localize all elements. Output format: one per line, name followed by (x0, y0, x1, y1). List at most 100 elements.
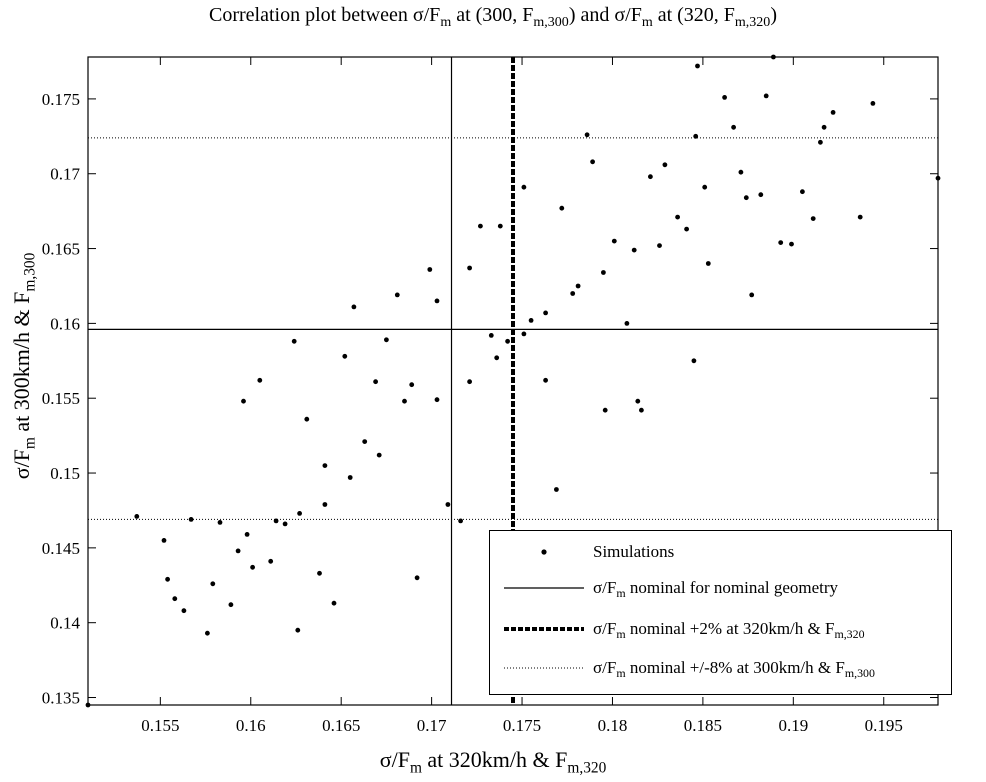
data-point (818, 139, 823, 145)
y-tick-label: 0.175 (42, 90, 80, 109)
data-point (648, 174, 653, 180)
data-point (467, 379, 472, 385)
data-point (351, 304, 357, 310)
data-point (241, 398, 246, 404)
legend-dotted-line (504, 667, 584, 669)
data-point (273, 518, 279, 524)
y-tick-label: 0.155 (42, 389, 80, 408)
data-point (693, 133, 699, 139)
legend-item-pm8: σ/Fm nominal +/-8% at 300km/h & Fm,300 (490, 651, 951, 685)
x-tick-label: 0.17 (417, 716, 447, 735)
data-point (295, 627, 301, 633)
plot-frame (87, 56, 939, 706)
data-point (722, 95, 727, 100)
data-point (347, 475, 353, 480)
data-point (384, 337, 389, 343)
y-tick-label: 0.17 (50, 165, 80, 184)
data-point (675, 214, 680, 220)
data-point (235, 548, 241, 554)
data-point (161, 538, 167, 543)
data-point (322, 502, 328, 507)
data-point (758, 192, 764, 198)
data-point (554, 487, 559, 492)
data-point (521, 331, 527, 337)
legend-dot-marker (541, 549, 547, 555)
data-point (505, 338, 510, 344)
x-tick-label: 0.175 (503, 716, 541, 735)
data-point (639, 407, 644, 413)
data-point (830, 110, 836, 115)
data-point (738, 169, 744, 175)
data-point (870, 101, 876, 106)
data-point (362, 439, 368, 444)
data-point (731, 124, 736, 130)
data-point (584, 132, 590, 138)
scatter-points (85, 54, 941, 708)
x-tick-label: 0.195 (865, 716, 903, 735)
data-point (857, 214, 863, 220)
data-point (631, 247, 637, 253)
legend-solid-line (504, 587, 584, 589)
data-point (188, 517, 194, 522)
data-point (409, 382, 415, 388)
data-point (228, 602, 234, 608)
chart-legend: Simulations σ/Fm nominal for nominal geo… (489, 530, 952, 695)
y-tick-label: 0.14 (50, 614, 80, 633)
data-point (317, 570, 322, 576)
data-point (172, 596, 178, 602)
data-point (749, 292, 755, 298)
data-point (684, 226, 689, 232)
data-point (250, 564, 256, 570)
data-point (821, 124, 827, 130)
data-point (702, 184, 708, 190)
legend-dashed-line (504, 627, 584, 631)
data-point (559, 205, 565, 211)
x-tick-label: 0.16 (236, 716, 266, 735)
data-point (342, 353, 348, 359)
data-point (543, 310, 548, 316)
chart-title: Correlation plot between σ/Fm at (300, F… (209, 4, 777, 30)
data-point (291, 338, 297, 344)
data-point (282, 521, 288, 527)
x-tick-label: 0.155 (141, 716, 179, 735)
y-tick-label: 0.145 (42, 539, 80, 558)
data-point (800, 189, 805, 195)
data-point (601, 270, 606, 275)
legend-item-simulations: Simulations (490, 535, 951, 569)
y-tick-label: 0.165 (42, 240, 80, 259)
data-point (662, 162, 668, 168)
x-tick-label: 0.19 (778, 716, 808, 735)
x-axis-label: σ/Fm at 320km/h & Fm,320 (379, 747, 607, 777)
data-point (244, 532, 250, 537)
y-tick-label: 0.15 (50, 464, 80, 483)
data-point (624, 321, 630, 326)
data-point (268, 558, 274, 564)
data-point (458, 518, 463, 524)
data-point (691, 358, 697, 364)
data-point (445, 502, 451, 507)
data-point (763, 93, 769, 99)
data-point (543, 377, 548, 383)
x-tick-label: 0.18 (598, 716, 628, 735)
data-point (205, 630, 210, 636)
x-tick-label: 0.185 (684, 716, 722, 735)
data-point (635, 398, 641, 404)
data-point (590, 159, 595, 165)
data-point (297, 511, 302, 516)
legend-item-nominal: σ/Fm nominal for nominal geometry (490, 571, 951, 605)
data-point (165, 576, 171, 582)
data-point (478, 223, 483, 229)
data-point (467, 265, 472, 271)
x-tick-label: 0.165 (322, 716, 360, 735)
data-point (497, 223, 503, 229)
data-point (528, 318, 534, 323)
data-point (322, 463, 328, 468)
data-point (488, 333, 494, 338)
data-point (304, 416, 310, 422)
data-point (434, 397, 440, 403)
data-point (257, 377, 263, 383)
data-point (810, 216, 816, 222)
data-point (217, 520, 223, 525)
data-point (521, 184, 527, 190)
data-point (743, 195, 749, 201)
